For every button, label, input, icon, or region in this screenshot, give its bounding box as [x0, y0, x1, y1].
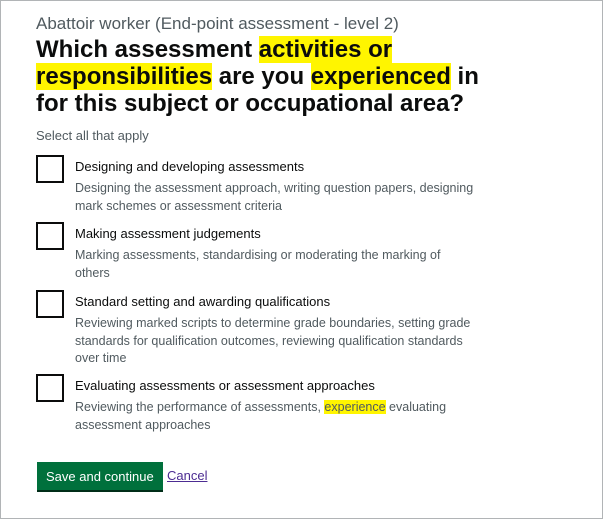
- option-label[interactable]: Standard setting and awarding qualificat…: [75, 294, 331, 309]
- select-hint: Select all that apply: [36, 128, 149, 143]
- option-hint: Designing the assessment approach, writi…: [75, 181, 474, 213]
- option-label[interactable]: Designing and developing assessments: [75, 159, 305, 174]
- hint-text: Reviewing the performance of assessments…: [75, 400, 325, 414]
- option-label[interactable]: Evaluating assessments or assessment app…: [75, 378, 375, 393]
- title-text: are you: [212, 63, 311, 90]
- checkbox-evaluating[interactable]: [36, 374, 64, 402]
- option-hint: Reviewing marked scripts to determine gr…: [75, 316, 471, 365]
- page-caption: Abattoir worker (End-point assessment - …: [36, 14, 399, 33]
- hint-highlight-experience: experience: [324, 400, 386, 414]
- title-text: Which assessment: [36, 36, 259, 63]
- title-highlight-experienced: experienced: [310, 63, 451, 90]
- cancel-link[interactable]: Cancel: [167, 468, 208, 483]
- checkbox-judgements[interactable]: [36, 222, 64, 250]
- page-title: Which assessment activities or responsib…: [36, 36, 506, 117]
- title-text: in for this subject or occupational area…: [36, 63, 479, 117]
- save-and-continue-button[interactable]: Save and continue: [37, 462, 163, 490]
- option-hint: Marking assessments, standardising or mo…: [75, 248, 441, 280]
- checkbox-standard-setting[interactable]: [36, 290, 64, 318]
- option-label[interactable]: Making assessment judgements: [75, 226, 261, 241]
- checkbox-designing[interactable]: [36, 155, 64, 183]
- option-hint: Reviewing the performance of assessments…: [75, 399, 475, 434]
- hint-text: evaluating assessment approaches: [75, 400, 447, 432]
